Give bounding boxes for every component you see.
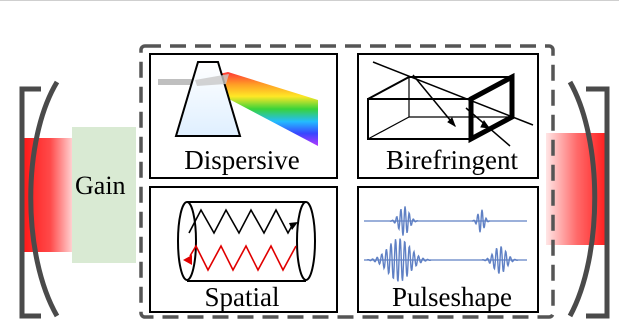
right-mirror-bracket-icon <box>567 80 610 319</box>
spatial-label: Spatial <box>204 282 280 312</box>
birefringent-box <box>357 53 539 179</box>
left-mirror-bracket-icon <box>19 80 60 319</box>
pulseshape-box <box>357 186 539 313</box>
top-divider <box>0 0 619 1</box>
birefringent-crystal-icon <box>367 61 534 147</box>
cylinder-zigzag-icon <box>177 201 316 282</box>
pulseshape-label: Pulseshape <box>392 282 512 312</box>
dispersive-label: Dispersive <box>184 145 300 175</box>
prism-rainbow-icon <box>158 61 318 146</box>
right-laser-beam <box>546 133 608 245</box>
pulse-waveform-icon <box>364 206 527 282</box>
gain-medium-block <box>72 127 136 263</box>
gain-label: Gain <box>75 171 126 200</box>
birefringent-label: Birefringent <box>386 145 518 175</box>
dashed-element-container <box>139 44 555 319</box>
